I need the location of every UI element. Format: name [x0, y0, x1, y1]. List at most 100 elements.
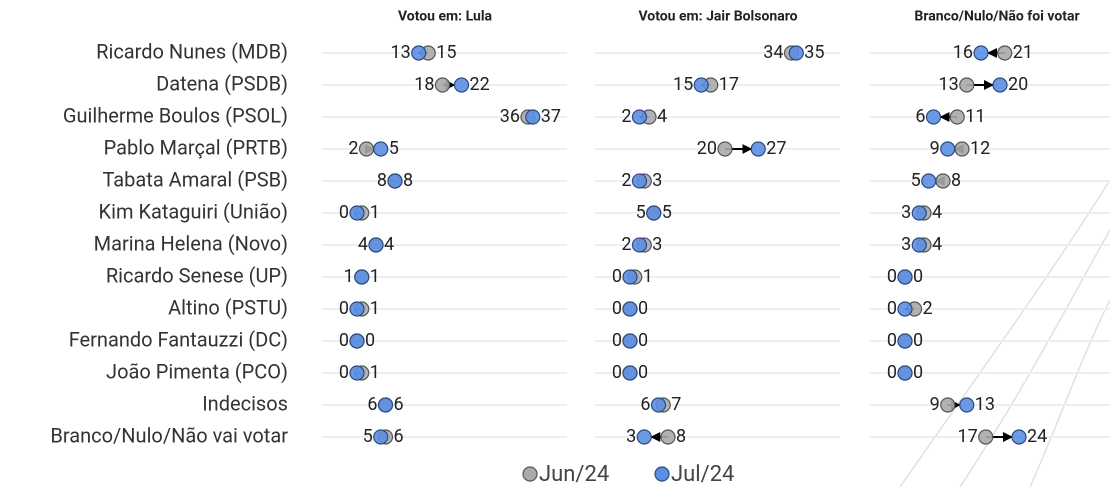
dot	[373, 141, 389, 157]
value-label: 0	[887, 266, 897, 287]
value-label: 13	[975, 394, 995, 415]
dot	[631, 173, 648, 189]
dot	[897, 301, 913, 317]
value-label: 2	[348, 138, 358, 159]
value-label: 2	[621, 170, 631, 191]
value-label: 6	[394, 394, 404, 415]
category-label: Guilherme Boulos (PSOL)	[63, 103, 288, 127]
value-label: 27	[766, 138, 786, 159]
dot	[354, 269, 370, 285]
dot	[978, 429, 994, 445]
value-label: 1	[370, 298, 380, 319]
dot	[935, 173, 951, 189]
value-label: 2	[621, 234, 631, 255]
value-label: 0	[339, 202, 349, 223]
dot	[925, 109, 942, 125]
value-label: 13	[939, 74, 959, 95]
value-label: 4	[358, 234, 368, 255]
dot	[622, 269, 638, 285]
value-label: 2	[621, 106, 631, 127]
value-label: 9	[930, 394, 940, 415]
legend-label: Jul/24	[671, 462, 734, 487]
value-label: 6	[394, 426, 404, 447]
dot	[897, 365, 913, 381]
value-label: 18	[414, 74, 434, 95]
dot	[646, 205, 662, 221]
value-label: 0	[612, 266, 622, 287]
value-label: 3	[652, 170, 662, 191]
dot	[636, 429, 652, 445]
dot	[349, 333, 365, 349]
value-label: 12	[970, 138, 990, 159]
dot	[368, 237, 384, 253]
dot	[660, 429, 676, 445]
value-label: 6	[640, 394, 650, 415]
value-label: 37	[541, 106, 561, 127]
value-label: 20	[1008, 74, 1028, 95]
value-label: 3	[901, 202, 911, 223]
value-label: 16	[953, 42, 973, 63]
dot	[349, 301, 365, 317]
dot	[693, 77, 709, 93]
dot	[992, 77, 1008, 93]
value-label: 5	[911, 170, 921, 191]
category-label: Tabata Amaral (PSB)	[102, 167, 288, 191]
value-label: 11	[965, 106, 985, 127]
dot	[411, 45, 427, 61]
value-label: 0	[638, 362, 648, 383]
dot	[897, 333, 913, 349]
value-label: 0	[612, 298, 622, 319]
dot	[349, 205, 365, 221]
value-label: 7	[671, 394, 681, 415]
value-label: 4	[932, 202, 942, 223]
value-label: 5	[636, 202, 646, 223]
value-label: 15	[436, 42, 456, 63]
value-label: 0	[339, 330, 349, 351]
category-label: Ricardo Nunes (MDB)	[96, 39, 288, 63]
value-label: 0	[612, 330, 622, 351]
dot	[349, 365, 365, 381]
dot	[377, 397, 394, 413]
value-label: 24	[1027, 426, 1047, 447]
dot	[622, 365, 638, 381]
value-label: 5	[389, 138, 399, 159]
value-label: 4	[384, 234, 394, 255]
dot	[525, 109, 541, 125]
value-label: 0	[638, 298, 648, 319]
value-label: 21	[1013, 42, 1033, 63]
value-label: 9	[930, 138, 940, 159]
value-label: 34	[763, 42, 783, 63]
legend-swatch	[522, 466, 538, 482]
value-label: 36	[500, 106, 520, 127]
panel-title: Branco/Nulo/Não foi votar	[914, 9, 1079, 25]
dot	[750, 141, 766, 157]
dot	[940, 397, 956, 413]
dot	[921, 173, 937, 189]
dot	[1011, 429, 1027, 445]
panel-title: Votou em: Jair Bolsonaro	[638, 9, 797, 25]
value-label: 6	[915, 106, 925, 127]
dot	[434, 77, 451, 93]
dot	[954, 141, 970, 157]
value-label: 17	[958, 426, 978, 447]
category-label: Pablo Marçal (PRTB)	[104, 135, 288, 159]
category-label: Branco/Nulo/Não vai votar	[50, 423, 288, 447]
dot	[959, 397, 975, 413]
value-label: 0	[913, 266, 923, 287]
value-label: 13	[391, 42, 411, 63]
value-label: 0	[913, 330, 923, 351]
value-label: 22	[470, 74, 490, 95]
dot	[622, 333, 638, 349]
value-label: 5	[363, 426, 373, 447]
value-label: 0	[339, 298, 349, 319]
value-label: 1	[370, 362, 380, 383]
category-label: Kim Kataguiri (União)	[99, 199, 288, 223]
value-label: 4	[932, 234, 942, 255]
dot	[959, 77, 975, 93]
value-label: 17	[719, 74, 739, 95]
value-label: 3	[901, 234, 911, 255]
value-label: 20	[697, 138, 717, 159]
value-label: 1	[370, 202, 380, 223]
value-label: 8	[951, 170, 961, 191]
dot	[650, 397, 667, 413]
